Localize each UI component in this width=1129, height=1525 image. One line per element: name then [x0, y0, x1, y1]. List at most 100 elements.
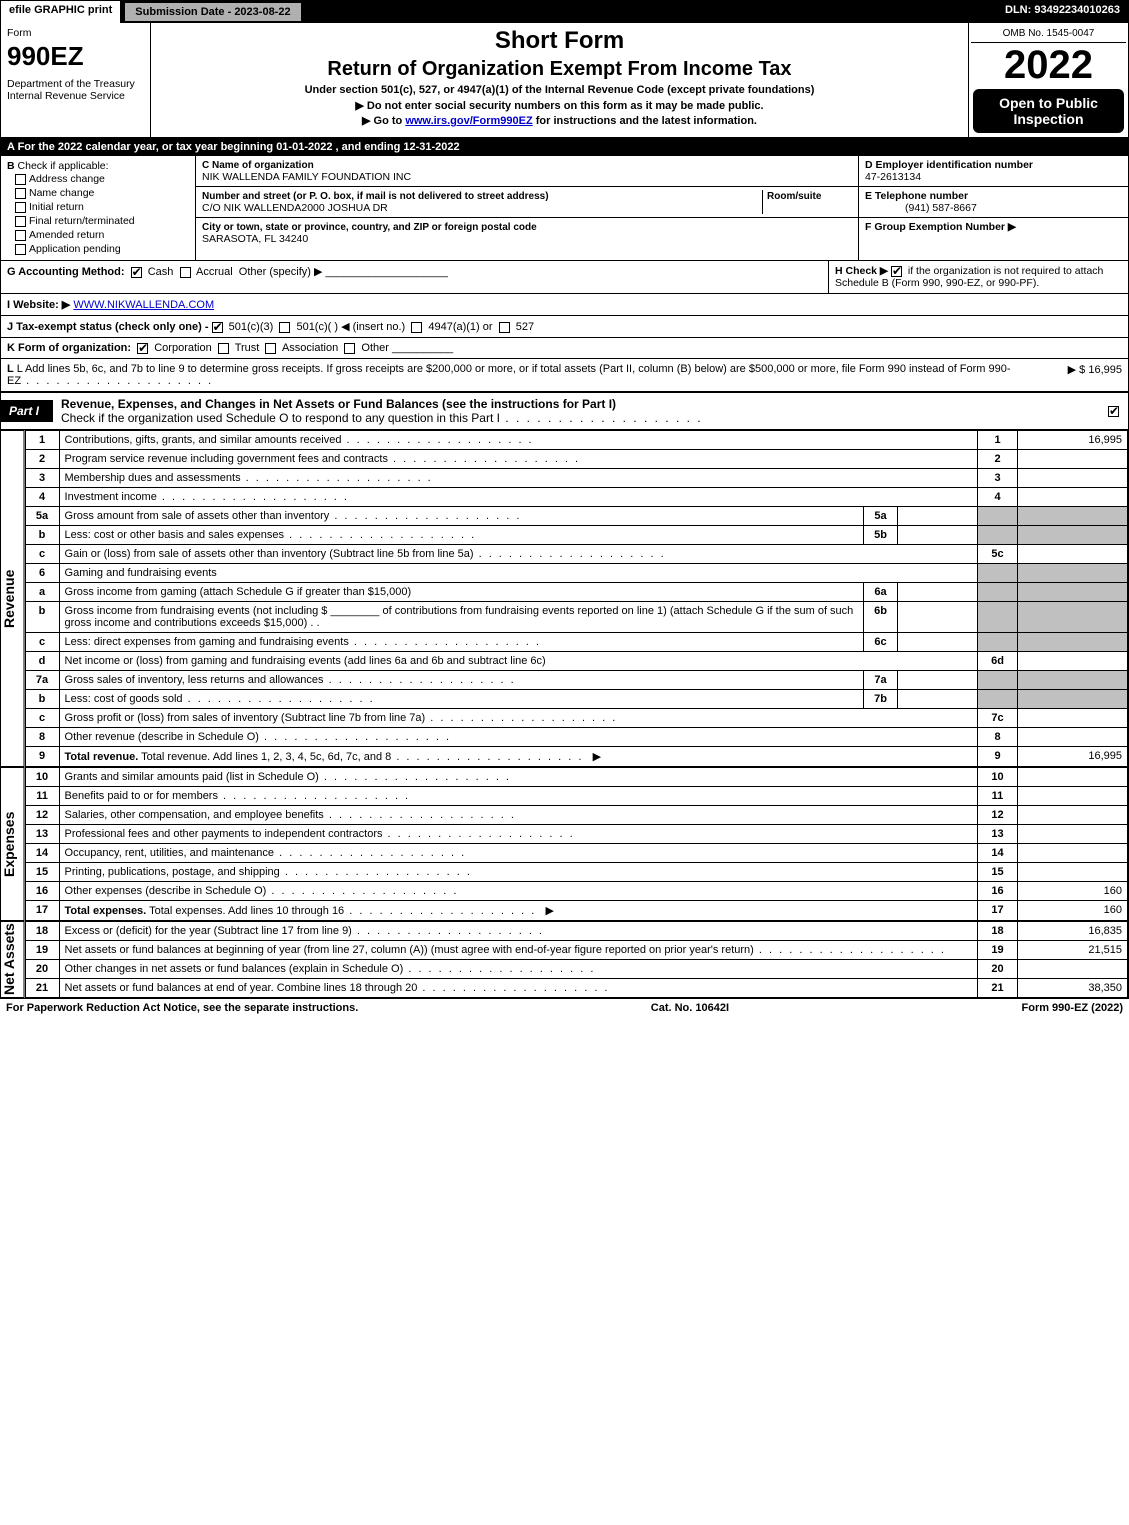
submission-date: Submission Date - 2023-08-22 [124, 2, 301, 22]
netassets-table: 18Excess or (deficit) for the year (Subt… [25, 921, 1128, 998]
line-6: 6Gaming and fundraising events [25, 564, 1127, 583]
instr-2: ▶ Go to www.irs.gov/Form990EZ for instru… [159, 114, 960, 127]
k-label: K Form of organization: [7, 342, 131, 354]
checkbox-icon [411, 322, 422, 333]
line-19: 19Net assets or fund balances at beginni… [25, 941, 1127, 960]
line-5c: cGain or (loss) from sale of assets othe… [25, 545, 1127, 564]
chk-amended[interactable]: Amended return [15, 228, 189, 242]
line-21: 21Net assets or fund balances at end of … [25, 979, 1127, 998]
section-def: D Employer identification number 47-2613… [858, 156, 1128, 260]
irs: Internal Revenue Service [7, 90, 144, 102]
line-6c: cLess: direct expenses from gaming and f… [25, 633, 1127, 652]
line-7b: bLess: cost of goods sold7b [25, 690, 1127, 709]
org-address: C/O NIK WALLENDA2000 JOSHUA DR [202, 202, 388, 214]
telephone: (941) 587-8667 [865, 202, 977, 214]
chk-final[interactable]: Final return/terminated [15, 214, 189, 228]
checkbox-icon [15, 202, 26, 213]
checkbox-icon [1108, 406, 1119, 417]
line-4: 4Investment income4 [25, 488, 1127, 507]
revenue-table: 1Contributions, gifts, grants, and simil… [25, 430, 1128, 767]
header-right: OMB No. 1545-0047 2022 Open to Public In… [968, 23, 1128, 137]
line-2: 2Program service revenue including gover… [25, 450, 1127, 469]
dept: Department of the Treasury [7, 78, 144, 90]
instr-2-post: for instructions and the latest informat… [533, 115, 757, 127]
row-k: K Form of organization: Corporation Trus… [1, 338, 1128, 359]
expenses-section: Expenses 10Grants and similar amounts pa… [1, 767, 1128, 921]
d-ein-label: D Employer identification number [865, 159, 1033, 171]
expenses-table: 10Grants and similar amounts paid (list … [25, 767, 1128, 921]
row-i: I Website: ▶ WWW.NIKWALLENDA.COM [1, 294, 1128, 316]
checkbox-icon [15, 244, 26, 255]
checkbox-icon [15, 188, 26, 199]
website-link[interactable]: WWW.NIKWALLENDA.COM [73, 299, 214, 311]
omb-number: OMB No. 1545-0047 [971, 25, 1126, 43]
part1-check[interactable] [1108, 405, 1128, 417]
c-name-label: C Name of organization [202, 160, 314, 171]
checkbox-icon [131, 267, 142, 278]
l-amount: ▶ $ 16,995 [1022, 363, 1122, 387]
paperwork-notice: For Paperwork Reduction Act Notice, see … [6, 1002, 358, 1014]
checkbox-icon [137, 343, 148, 354]
row-l: L L Add lines 5b, 6c, and 7b to line 9 t… [1, 359, 1128, 392]
line-15: 15Printing, publications, postage, and s… [25, 863, 1127, 882]
netassets-side-label: Net Assets [1, 921, 25, 998]
line-7c: cGross profit or (loss) from sales of in… [25, 709, 1127, 728]
chk-name[interactable]: Name change [15, 186, 189, 200]
section-b: B Check if applicable: Address change Na… [1, 156, 196, 260]
b-label: B [7, 160, 15, 172]
form-ref: Form 990-EZ (2022) [1022, 1002, 1123, 1014]
checkbox-icon [212, 322, 223, 333]
line-6d: dNet income or (loss) from gaming and fu… [25, 652, 1127, 671]
g-label: G Accounting Method: [7, 266, 125, 278]
irs-link[interactable]: www.irs.gov/Form990EZ [405, 115, 532, 127]
chk-initial[interactable]: Initial return [15, 200, 189, 214]
e-tel-label: E Telephone number [865, 190, 968, 202]
form-990ez: efile GRAPHIC print Submission Date - 20… [0, 0, 1129, 999]
line-3: 3Membership dues and assessments3 [25, 469, 1127, 488]
f-grp-label: F Group Exemption Number ▶ [865, 221, 1016, 233]
chk-address[interactable]: Address change [15, 172, 189, 186]
row-a: A For the 2022 calendar year, or tax yea… [1, 138, 1128, 156]
checkbox-icon [265, 343, 276, 354]
org-city: SARASOTA, FL 34240 [202, 233, 308, 245]
line-6a: aGross income from gaming (attach Schedu… [25, 583, 1127, 602]
row-gh: G Accounting Method: Cash Accrual Other … [1, 261, 1128, 294]
room-label: Room/suite [767, 191, 821, 202]
line-12: 12Salaries, other compensation, and empl… [25, 806, 1127, 825]
line-1: 1Contributions, gifts, grants, and simil… [25, 431, 1127, 450]
row-j: J Tax-exempt status (check only one) - 5… [1, 316, 1128, 338]
line-5b: bLess: cost or other basis and sales exp… [25, 526, 1127, 545]
line-20: 20Other changes in net assets or fund ba… [25, 960, 1127, 979]
l-text: L Add lines 5b, 6c, and 7b to line 9 to … [7, 363, 1011, 387]
checkbox-icon [891, 266, 902, 277]
form-word: Form [7, 27, 144, 39]
checkbox-icon [15, 230, 26, 241]
page-footer: For Paperwork Reduction Act Notice, see … [0, 999, 1129, 1017]
info-block: B Check if applicable: Address change Na… [1, 156, 1128, 261]
chk-pending[interactable]: Application pending [15, 242, 189, 256]
c-city-label: City or town, state or province, country… [202, 222, 537, 233]
checkbox-icon [279, 322, 290, 333]
line-16: 16Other expenses (describe in Schedule O… [25, 882, 1127, 901]
line-7a: 7aGross sales of inventory, less returns… [25, 671, 1127, 690]
revenue-side-label: Revenue [1, 430, 25, 767]
part1-title: Revenue, Expenses, and Changes in Net As… [53, 393, 1108, 429]
checkbox-icon [499, 322, 510, 333]
line-6b: bGross income from fundraising events (n… [25, 602, 1127, 633]
part1-tag: Part I [1, 400, 53, 422]
c-addr-label: Number and street (or P. O. box, if mail… [202, 191, 549, 202]
cat-no: Cat. No. 10642I [651, 1002, 729, 1014]
form-header: Form 990EZ Department of the Treasury In… [1, 23, 1128, 138]
line-10: 10Grants and similar amounts paid (list … [25, 768, 1127, 787]
tax-year: 2022 [971, 43, 1126, 87]
checkbox-icon [344, 343, 355, 354]
checkbox-icon [218, 343, 229, 354]
efile-print[interactable]: efile GRAPHIC print [1, 1, 122, 23]
row-g: G Accounting Method: Cash Accrual Other … [1, 261, 828, 293]
topbar-spacer [304, 1, 997, 23]
top-bar: efile GRAPHIC print Submission Date - 20… [1, 1, 1128, 23]
section-c: C Name of organization NIK WALLENDA FAMI… [196, 156, 858, 260]
ein: 47-2613134 [865, 171, 921, 183]
header-mid: Short Form Return of Organization Exempt… [151, 23, 968, 137]
instr-1: ▶ Do not enter social security numbers o… [159, 99, 960, 112]
